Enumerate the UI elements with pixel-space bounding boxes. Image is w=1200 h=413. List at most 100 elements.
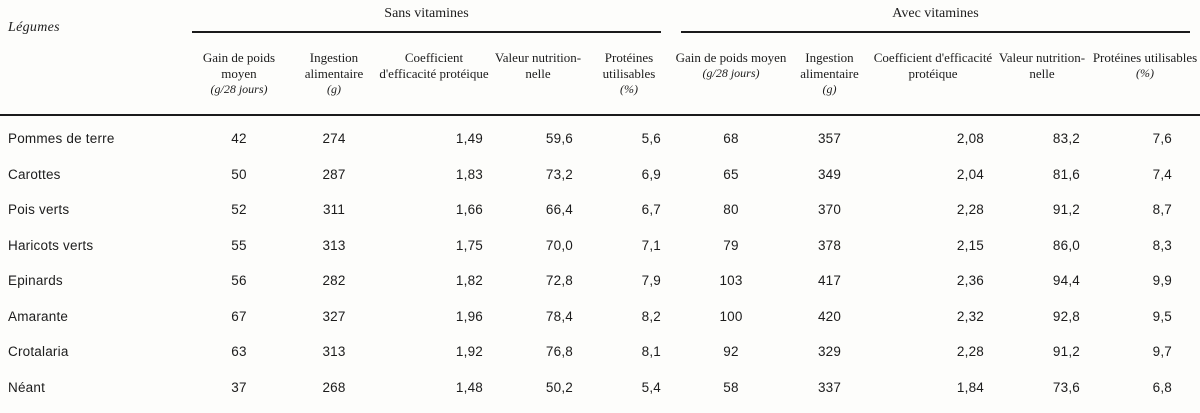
cell: 1,48 [455, 379, 483, 395]
row-label: Epinards [8, 273, 63, 289]
cell: 59,6 [545, 131, 573, 147]
cell: 8,3 [1152, 237, 1173, 253]
col-header-sans-ingestion: Ingestion alimentaire (g) [293, 41, 375, 116]
cell: 2,04 [956, 166, 984, 182]
col-unit: (%) [1136, 65, 1154, 80]
cell: 94,4 [1052, 273, 1080, 289]
cell: 7,1 [641, 237, 661, 253]
group-label-sans: Sans vitamines [192, 6, 661, 33]
cell: 92,8 [1052, 308, 1080, 324]
cell: 2,36 [956, 273, 984, 289]
cell: 9,9 [1152, 273, 1173, 289]
cell: 7,6 [1152, 131, 1173, 147]
cell: 50 [231, 166, 247, 182]
cell: 103 [719, 273, 743, 289]
column-group-avec-vitamines: Avec vitamines [675, 0, 1200, 41]
cell: 72,8 [545, 273, 573, 289]
cell: 68 [723, 131, 739, 147]
cell: 6,7 [641, 202, 661, 218]
col-header-avec-gain: Gain de poids moyen (g/28 jours) [675, 41, 787, 116]
cell: 81,6 [1052, 166, 1080, 182]
cell: 70,0 [545, 237, 573, 253]
cell: 42 [231, 131, 247, 147]
group-header-row: Légumes Sans vitamines Avec vitamines [0, 0, 1200, 116]
col-header-avec-coefficient: Coefficient d'efficacité protéique [872, 41, 994, 116]
row-label: Pommes de terre [8, 131, 115, 147]
col-header-avec-proteines: Protéines utilisables (%) [1090, 41, 1200, 116]
table-header: Légumes Sans vitamines Avec vitamines Ga… [0, 0, 1200, 116]
row-label: Carottes [8, 166, 61, 182]
column-header-row: Gain de poids moyen (g/28 jours) Ingestio… [0, 41, 1200, 116]
cell: 2,28 [956, 344, 984, 360]
cell: 6,8 [1152, 379, 1173, 395]
col-header-sans-valeur: Valeur nutrition-nelle [493, 41, 583, 116]
table-row: Haricots verts 55 313 1,75 70,0 7,1 79 3… [0, 228, 1200, 264]
cell: 313 [322, 344, 346, 360]
cell: 8,1 [641, 344, 661, 360]
cell: 76,8 [545, 344, 573, 360]
cell: 91,2 [1052, 202, 1080, 218]
cell: 7,4 [1152, 166, 1173, 182]
cell: 1,84 [956, 379, 984, 395]
cell: 282 [322, 273, 346, 289]
cell: 63 [231, 344, 247, 360]
cell: 8,7 [1152, 202, 1173, 218]
cell: 73,6 [1052, 379, 1080, 395]
cell: 5,6 [641, 131, 661, 147]
cell: 287 [322, 166, 346, 182]
cell: 268 [322, 379, 346, 395]
cell: 56 [231, 273, 247, 289]
table-row: Pois verts 52 311 1,66 66,4 6,7 80 370 2… [0, 192, 1200, 228]
cell: 86,0 [1052, 237, 1080, 253]
cell: 1,49 [455, 131, 483, 147]
cell: 80 [723, 202, 739, 218]
row-label: Néant [8, 379, 46, 395]
cell: 100 [719, 308, 743, 324]
cell: 349 [817, 166, 842, 182]
cell: 9,5 [1152, 308, 1173, 324]
cell: 311 [322, 202, 346, 218]
col-header-avec-ingestion: Ingestion alimentaire (g) [787, 41, 872, 116]
col-header-sans-gain: Gain de poids moyen (g/28 jours) [185, 41, 293, 116]
cell: 2,28 [956, 202, 984, 218]
row-header-legumes: Légumes [0, 0, 185, 116]
cell: 329 [817, 344, 842, 360]
cell: 337 [817, 379, 842, 395]
cell: 2,08 [956, 131, 984, 147]
cell: 2,32 [956, 308, 984, 324]
table-row: Amarante 67 327 1,96 78,4 8,2 100 420 2,… [0, 299, 1200, 335]
cell: 8,2 [641, 308, 661, 324]
table-row: Epinards 56 282 1,82 72,8 7,9 103 417 2,… [0, 263, 1200, 299]
cell: 327 [322, 308, 346, 324]
cell: 2,15 [956, 237, 984, 253]
cell: 55 [231, 237, 247, 253]
cell: 73,2 [545, 166, 573, 182]
cell: 1,83 [455, 166, 483, 182]
group-label-avec: Avec vitamines [681, 6, 1191, 33]
col-unit: (g/28 jours) [702, 65, 760, 80]
cell: 52 [231, 202, 247, 218]
cell: 1,75 [455, 237, 483, 253]
row-label: Crotalaria [8, 344, 69, 360]
table-body: Pommes de terre 42 274 1,49 59,6 5,6 68 … [0, 115, 1200, 405]
cell: 50,2 [545, 379, 573, 395]
table-row: Pommes de terre 42 274 1,49 59,6 5,6 68 … [0, 115, 1200, 157]
cell: 9,7 [1152, 344, 1173, 360]
col-header-sans-coefficient: Coefficient d'efficacité protéique [375, 41, 493, 116]
cell: 91,2 [1052, 344, 1080, 360]
col-unit: (g) [822, 81, 837, 96]
cell: 274 [322, 131, 346, 147]
cell: 67 [231, 308, 247, 324]
cell: 78,4 [545, 308, 573, 324]
column-group-sans-vitamines: Sans vitamines [185, 0, 675, 41]
cell: 7,9 [641, 273, 661, 289]
cell: 417 [817, 273, 842, 289]
cell: 83,2 [1052, 131, 1080, 147]
row-label: Haricots verts [8, 237, 94, 253]
table-row: Néant 37 268 1,48 50,2 5,4 58 337 1,84 7… [0, 370, 1200, 406]
cell: 1,96 [455, 308, 483, 324]
cell: 313 [322, 237, 346, 253]
cell: 1,82 [455, 273, 483, 289]
